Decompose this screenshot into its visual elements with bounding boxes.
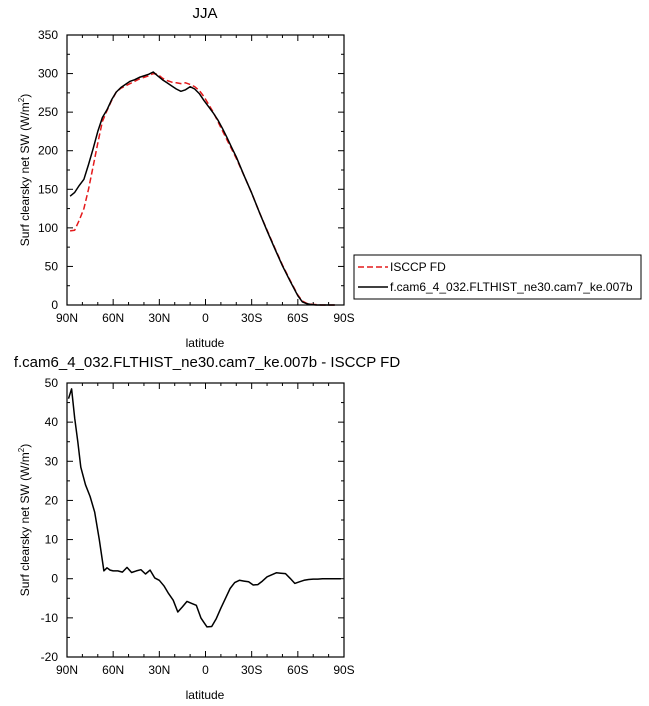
- y-tick-label: 250: [38, 105, 58, 119]
- y-tick-label: 300: [38, 67, 58, 81]
- y-tick-label: 50: [45, 376, 59, 390]
- series-line-0: [67, 388, 341, 628]
- y-tick-label: 200: [38, 144, 58, 158]
- legend-box: [353, 254, 642, 300]
- top-chart: JJA 90N 60N 30N 0 30S 60S 90S 0 50 100 150 200 250 30…: [17, 5, 642, 350]
- y-tick-label: -20: [41, 650, 59, 664]
- plot-frame: [66, 34, 345, 306]
- series-line-1: [69, 71, 335, 306]
- x-tick-label: 30S: [241, 663, 262, 677]
- x-tick-label: 0: [202, 663, 209, 677]
- chart-title: f.cam6_4_032.FLTHIST_ne30.cam7_ke.007b -…: [14, 354, 400, 371]
- x-tick-label: 60N: [102, 311, 124, 325]
- legend-label-isccp: ISCCP FD: [390, 260, 446, 274]
- y-axis-label: Surf clearsky net SW (W/m2): [17, 94, 32, 246]
- plot-frame: [66, 382, 345, 658]
- y-tick-label: 30: [45, 454, 59, 468]
- y-tick-label: 50: [45, 259, 59, 273]
- x-tick-label: 90S: [333, 663, 354, 677]
- bottom-chart: f.cam6_4_032.FLTHIST_ne30.cam7_ke.007b -…: [14, 354, 400, 702]
- series-line-0: [69, 72, 335, 306]
- y-tick-label: 20: [45, 493, 59, 507]
- legend: ISCCP FD f.cam6_4_032.FLTHIST_ne30.cam7_…: [353, 254, 642, 300]
- x-tick-label: 90N: [56, 663, 78, 677]
- x-axis-label: latitude: [186, 688, 225, 702]
- x-tick-label: 60S: [287, 311, 308, 325]
- y-tick-label: 0: [51, 298, 58, 312]
- x-tick-label: 60S: [287, 663, 308, 677]
- x-axis-label: latitude: [186, 336, 225, 350]
- x-tick-label: 60N: [102, 663, 124, 677]
- y-tick-label: 0: [51, 572, 58, 586]
- x-tick-label: 90N: [56, 311, 78, 325]
- chart-title: JJA: [192, 5, 217, 22]
- x-tick-label: 0: [202, 311, 209, 325]
- x-tick-label: 30N: [148, 663, 170, 677]
- x-tick-label: 30N: [148, 311, 170, 325]
- y-tick-label: 10: [45, 533, 59, 547]
- y-tick-label: -10: [41, 611, 59, 625]
- y-tick-label: 100: [38, 221, 58, 235]
- x-tick-label: 90S: [333, 311, 354, 325]
- x-tick-label: 30S: [241, 311, 262, 325]
- legend-label-model: f.cam6_4_032.FLTHIST_ne30.cam7_ke.007b: [390, 280, 633, 294]
- y-tick-label: 40: [45, 415, 59, 429]
- y-tick-label: 150: [38, 182, 58, 196]
- y-tick-label: 350: [38, 28, 58, 42]
- y-axis-label: Surf clearsky net SW (W/m2): [17, 444, 32, 596]
